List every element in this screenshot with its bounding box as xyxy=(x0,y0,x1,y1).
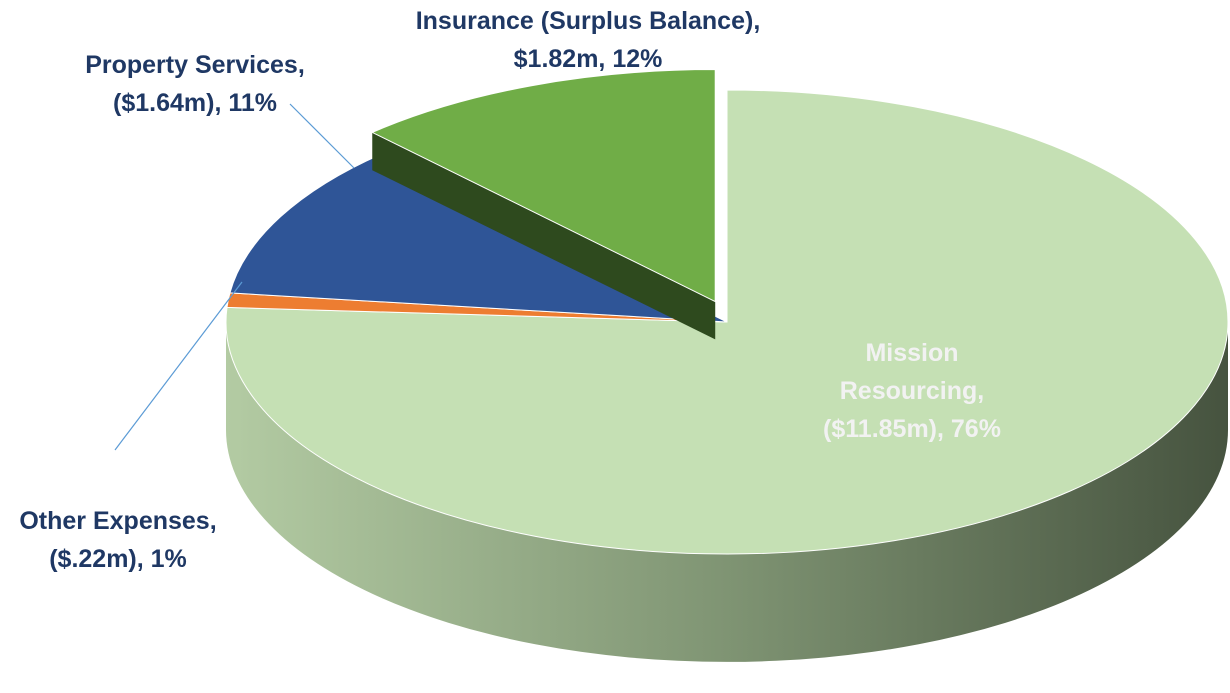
value-label: $1.82m, 12% xyxy=(513,45,663,73)
value-label: ($.22m), 1% xyxy=(49,545,187,573)
category-label: Property Services, xyxy=(85,51,305,79)
slice-side xyxy=(226,322,1228,662)
data-label: Insurance (Surplus Balance), $1.82m, 12% xyxy=(388,2,788,78)
value-label: ($11.85m), 76% xyxy=(823,415,1001,443)
leader-line xyxy=(114,281,243,451)
pie-slice xyxy=(371,69,716,303)
data-label: Other Expenses, ($.22m), 1% xyxy=(0,502,236,578)
slices xyxy=(225,69,1229,662)
category-label: Other Expenses, xyxy=(19,507,217,535)
slice-cut-face xyxy=(372,132,716,340)
pie-slice xyxy=(225,89,1229,555)
leader-line xyxy=(289,103,355,169)
value-label: ($1.64m), 11% xyxy=(113,89,277,117)
category-label: Mission Resourcing, xyxy=(839,339,985,405)
data-label: Property Services, ($1.64m), 11% xyxy=(55,46,335,122)
data-label: Mission Resourcing, ($11.85m), 76% xyxy=(812,334,1012,448)
category-label: Insurance (Surplus Balance), xyxy=(415,7,761,35)
